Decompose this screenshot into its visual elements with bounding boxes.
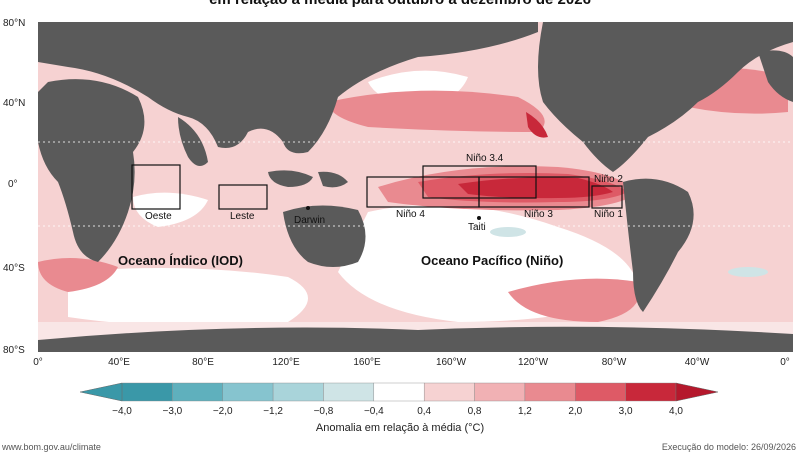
north-america	[538, 22, 793, 172]
europe	[758, 50, 793, 102]
south-pacific-cool	[490, 227, 526, 237]
colorbar-arrow-right	[675, 382, 719, 402]
lon-label-80e: 80°E	[192, 357, 214, 368]
colorbar-segment	[423, 382, 475, 402]
colorbar-tick-label: 0,4	[417, 406, 432, 417]
footer-model-run: Execução do modelo: 26/09/2026	[661, 442, 796, 452]
colorbar-segment	[625, 382, 677, 402]
lon-label-0-right: 0°	[780, 357, 790, 368]
label-oceano-indico: Oceano Índico (IOD)	[118, 253, 243, 268]
colorbar-segment	[524, 382, 576, 402]
colorbar-tick-label: 3,0	[618, 406, 633, 417]
map-title: em relação à média para outubro a dezemb…	[0, 0, 800, 8]
lon-label-40e: 40°E	[108, 357, 130, 368]
label-darwin: Darwin	[294, 215, 326, 226]
colorbar-tick-label: 1,2	[517, 406, 532, 417]
colorbar-tick-label: −1,2	[263, 406, 283, 417]
colorbar-segment	[272, 382, 324, 402]
label-leste: Leste	[230, 211, 255, 222]
colorbar-tick-label: −0,8	[313, 406, 334, 417]
box-nino12	[591, 185, 623, 209]
antarctica	[38, 326, 793, 352]
box-nino3	[478, 176, 590, 208]
label-nino3: Niño 3	[524, 209, 553, 220]
eurasia	[38, 22, 538, 154]
lat-label-0: 0°	[8, 179, 18, 190]
lon-label-120w: 120°W	[517, 357, 549, 368]
southern-indian-neutral	[68, 268, 308, 326]
colorbar-tick-label: 0,8	[467, 406, 482, 417]
lon-label-80w: 80°W	[601, 357, 627, 368]
label-nino1: Niño 1	[594, 209, 623, 220]
label-taiti: Taiti	[468, 222, 486, 233]
lat-label-80s: 80°S	[3, 345, 25, 356]
label-nino34: Niño 3.4	[466, 153, 504, 164]
south-america	[623, 178, 694, 312]
footer-url: www.bom.gov.au/climate	[2, 442, 101, 452]
south-atlantic-cool	[728, 267, 768, 277]
colorbar-tick-label: −2,0	[212, 406, 233, 417]
australia	[283, 205, 366, 267]
lon-label-40w: 40°W	[684, 357, 710, 368]
label-nino2: Niño 2	[594, 174, 623, 185]
lat-label-80n: 80°N	[3, 18, 26, 29]
colorbar-tick-label: −4,0	[112, 406, 132, 417]
colorbar-arrow-left	[79, 382, 123, 402]
colorbar-segment	[172, 382, 223, 402]
taiti-marker	[477, 216, 481, 220]
california-coast-warm	[526, 112, 548, 138]
darwin-marker	[306, 206, 310, 210]
land-masses	[38, 22, 793, 352]
north-pacific-warm	[328, 90, 545, 132]
colorbar-tick-label: −3,0	[162, 406, 183, 417]
label-nino4: Niño 4	[396, 209, 425, 220]
label-oeste: Oeste	[145, 211, 172, 222]
lat-label-40n: 40°N	[3, 98, 26, 109]
south-pacific-warm	[508, 278, 640, 322]
lon-label-160e: 160°E	[353, 357, 381, 368]
colorbar-segment	[373, 382, 425, 402]
colorbar-segment	[121, 382, 173, 402]
lon-label-0-left: 0°	[33, 357, 43, 368]
label-oceano-pacifico: Oceano Pacífico (Niño)	[421, 253, 564, 268]
lat-label-40s: 40°S	[3, 263, 25, 274]
colorbar-tick-label: 4,0	[669, 406, 683, 417]
colorbar-tick-label: −0,4	[363, 406, 384, 417]
indian-neutral	[133, 192, 208, 227]
colorbar-segment	[575, 382, 626, 402]
africa	[38, 79, 145, 262]
colorbar-segment	[474, 382, 526, 402]
box-oeste	[131, 164, 181, 210]
colorbar-segment	[323, 382, 375, 402]
lon-label-120e: 120°E	[272, 357, 300, 368]
box-leste	[218, 184, 268, 210]
colorbar-label: Anomalia em relação à média (°C)	[315, 422, 485, 434]
lon-label-160w: 160°W	[435, 357, 467, 368]
south-atlantic-warm	[38, 258, 118, 292]
indonesia	[268, 170, 313, 187]
new-guinea	[318, 171, 348, 188]
colorbar-segment	[222, 382, 274, 402]
colorbar-tick-label: 2,0	[568, 406, 583, 417]
sst-anomaly-map	[38, 22, 793, 352]
